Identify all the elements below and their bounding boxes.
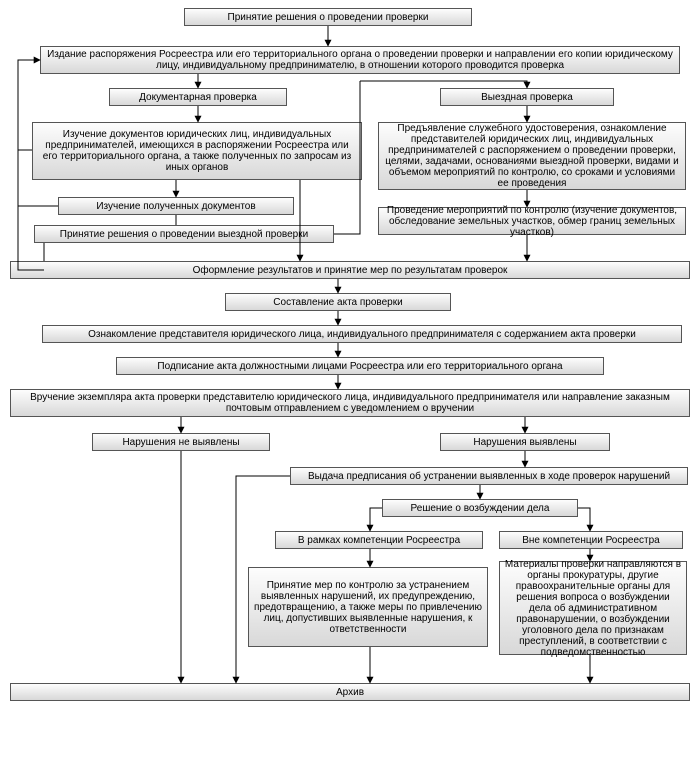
flowchart-node: Изучение полученных документов [58,197,294,215]
flowchart-node: Вручение экземпляра акта проверки предст… [10,389,690,417]
flowchart-node: Изучение документов юридических лиц, инд… [32,122,362,180]
flowchart-node: Архив [10,683,690,701]
flowchart-node: Подписание акта должностными лицами Роср… [116,357,604,375]
flowchart-node: Оформление результатов и принятие мер по… [10,261,690,279]
flowchart-node: Нарушения не выявлены [92,433,270,451]
flowchart-node: Предъявление служебного удостоверения, о… [378,122,686,190]
flowchart-node: Принятие решения о проведении выездной п… [34,225,334,243]
flowchart-node: Издание распоряжения Росреестра или его … [40,46,680,74]
flowchart-node: В рамках компетенции Росреестра [275,531,483,549]
flowchart-node: Выдача предписания об устранении выявлен… [290,467,688,485]
flowchart-edge [370,508,382,531]
flowchart-edge [360,81,527,88]
flowchart-node: Выездная проверка [440,88,614,106]
flowchart-node: Нарушения выявлены [440,433,610,451]
flowchart-edge [578,508,590,531]
flowchart-node: Принятие мер по контролю за устранением … [248,567,488,647]
flowchart-node: Документарная проверка [109,88,287,106]
flowchart-node: Принятие решения о проведении проверки [184,8,472,26]
flowchart-node: Проведение мероприятий по контролю (изуч… [378,207,686,235]
flowchart-node: Ознакомление представителя юридического … [42,325,682,343]
flowchart-node: Материалы проверки направляются в органы… [499,561,687,655]
flowchart-node: Составление акта проверки [225,293,451,311]
flowchart-node: Решение о возбуждении дела [382,499,578,517]
flowchart-node: Вне компетенции Росреестра [499,531,683,549]
